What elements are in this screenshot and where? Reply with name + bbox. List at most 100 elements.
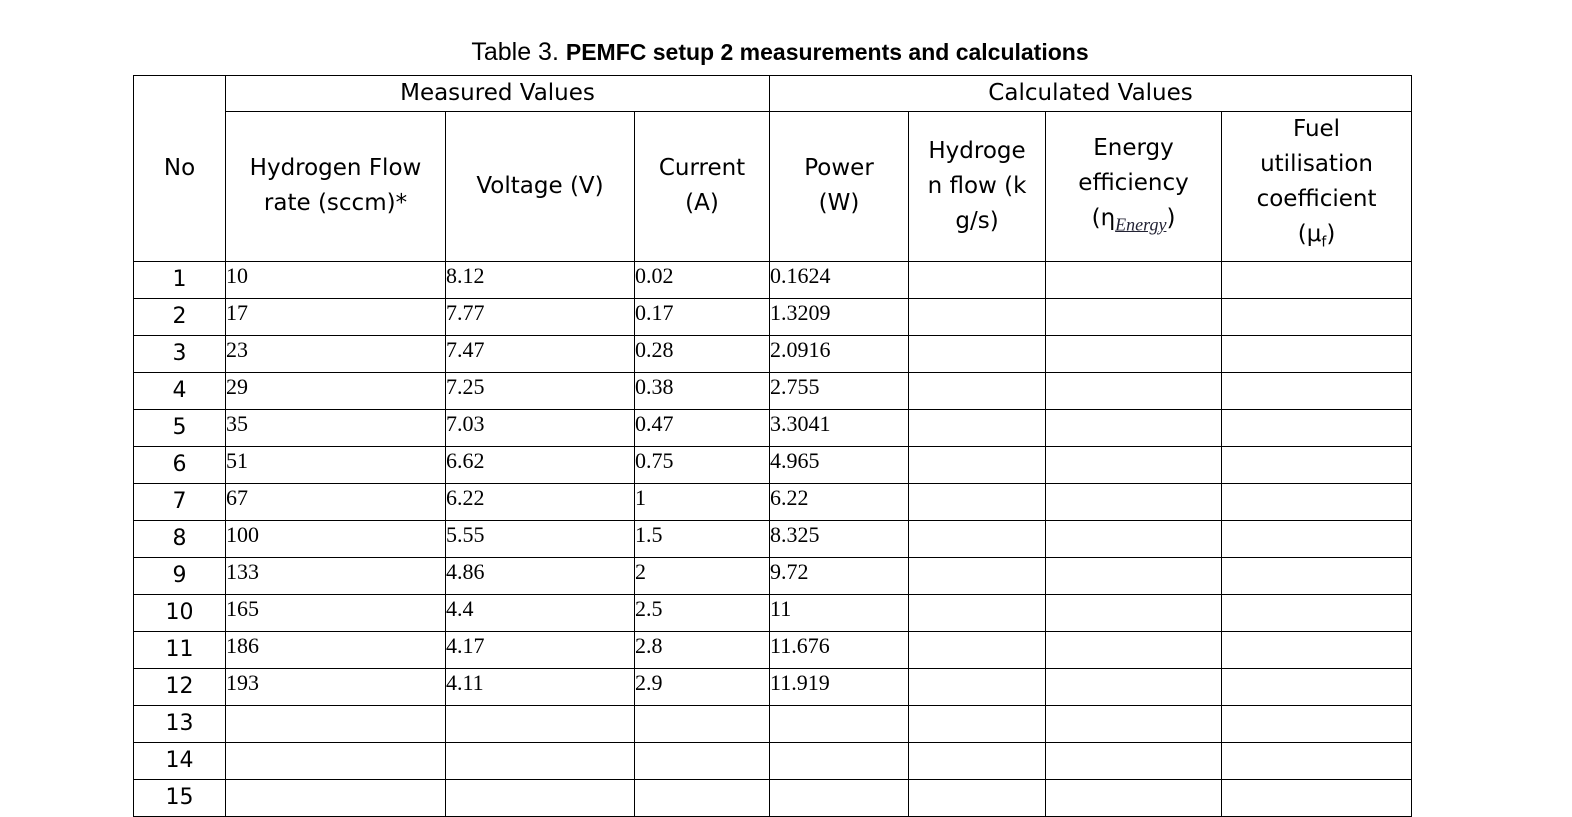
table-cell: 0.17 (633, 297, 771, 336)
table-row: 10 165 4.4 2.5 11 (133, 593, 1413, 632)
data-table: No Measured Values Calculated Values Hyd… (133, 75, 1413, 817)
table-cell: 133 (225, 556, 446, 595)
table-cell: 165 (225, 593, 446, 632)
table-cell (908, 297, 1047, 336)
table-cell (1045, 519, 1223, 558)
table-row: 3 23 7.47 0.28 2.0916 (133, 334, 1413, 373)
table-cell: 11 (769, 593, 910, 632)
column-header-row: Hydrogen Flow rate (sccm)* Voltage (V) C… (134, 111, 1413, 262)
table-cell: 51 (225, 445, 446, 484)
table-cell (908, 667, 1047, 706)
table-cell (769, 741, 910, 780)
row-number: 9 (133, 556, 226, 595)
row-number: 10 (133, 593, 226, 632)
row-number: 2 (133, 297, 226, 336)
header-symbol: η (1100, 204, 1116, 231)
table-cell (633, 778, 771, 817)
table-cell (1221, 334, 1413, 373)
table-cell (1221, 630, 1413, 669)
table-cell: 0.38 (633, 371, 771, 410)
table-row: 15 (133, 778, 1413, 817)
table-cell (225, 741, 446, 780)
table-cell (1221, 482, 1413, 521)
table-cell (1221, 556, 1413, 595)
row-number: 15 (133, 778, 226, 817)
table-cell (908, 408, 1047, 447)
table-cell (1221, 260, 1413, 299)
table-row: 8 100 5.55 1.5 8.325 (133, 519, 1413, 558)
table-cell (1045, 556, 1223, 595)
table-cell (908, 371, 1047, 410)
table-cell (1045, 630, 1223, 669)
table-cell: 2 (633, 556, 771, 595)
table-cell (908, 704, 1047, 743)
row-number: 4 (133, 371, 226, 410)
table-cell (769, 778, 910, 817)
column-header: Voltage (V) (445, 111, 635, 262)
title-text: PEMFC setup 2 measurements and calculati… (565, 39, 1089, 65)
table-cell: 2.5 (633, 593, 771, 632)
row-number: 5 (133, 408, 226, 447)
table-cell: 4.4 (445, 593, 635, 632)
header-text: ) (1326, 221, 1336, 247)
table-cell (445, 704, 635, 743)
column-header: Hydrogen flow (kg/s) (908, 111, 1047, 262)
table-row: 13 (133, 704, 1413, 743)
table-cell (1221, 704, 1413, 743)
table-cell: 11.919 (769, 667, 910, 706)
table-cell (1045, 260, 1223, 299)
table-cell (1221, 445, 1413, 484)
table-cell: 100 (225, 519, 446, 558)
table-cell (1045, 482, 1223, 521)
table-cell: 0.47 (633, 408, 771, 447)
table-cell: 67 (225, 482, 446, 521)
table-cell: 7.77 (445, 297, 635, 336)
table-cell (908, 482, 1047, 521)
table-cell (1221, 667, 1413, 706)
table-cell: 0.02 (633, 260, 771, 299)
row-number: 6 (133, 445, 226, 484)
table-cell: 1 (633, 482, 771, 521)
table-cell: 8.12 (445, 260, 635, 299)
table-cell (1221, 593, 1413, 632)
table-row: 1 10 8.12 0.02 0.1624 (133, 260, 1413, 299)
table-cell (1045, 297, 1223, 336)
table-row: 9 133 4.86 2 9.72 (133, 556, 1413, 595)
group-header: Calculated Values (769, 75, 1413, 112)
table-cell (1045, 704, 1223, 743)
table-cell (1221, 519, 1413, 558)
table-cell (1045, 445, 1223, 484)
row-number: 8 (133, 519, 226, 558)
table-cell: 1.5 (633, 519, 771, 558)
table-body: 1 10 8.12 0.02 0.1624 2 17 7.77 0.17 1.3209 3 23 7.4… (133, 260, 1413, 817)
row-number: 3 (133, 334, 226, 373)
table-cell (908, 519, 1047, 558)
table-cell (1221, 741, 1413, 780)
table-row: 6 51 6.62 0.75 4.965 (133, 445, 1413, 484)
table-row: 5 35 7.03 0.47 3.3041 (133, 408, 1413, 447)
column-header: Current (A) (633, 111, 771, 262)
header-subscript: Energy (1115, 214, 1167, 235)
table-cell (1045, 778, 1223, 817)
table-cell: 2.8 (633, 630, 771, 669)
table-row: 4 29 7.25 0.38 2.755 (133, 371, 1413, 410)
header-text: Energy efficiency ( (1078, 134, 1189, 231)
table-cell: 9.72 (769, 556, 910, 595)
table-cell (1221, 297, 1413, 336)
table-cell: 1.3209 (769, 297, 910, 336)
table-cell: 3.3041 (769, 408, 910, 447)
table-cell: 5.55 (445, 519, 635, 558)
table-cell: 7.25 (445, 371, 635, 410)
column-header: Energy efficiency (ηEnergy) (1045, 111, 1223, 262)
title-label: Table 3. (471, 38, 559, 66)
table-cell (908, 593, 1047, 632)
table-cell: 186 (225, 630, 446, 669)
table-cell (1045, 334, 1223, 373)
table-cell: 23 (225, 334, 446, 373)
table-row: 2 17 7.77 0.17 1.3209 (133, 297, 1413, 336)
table-row: 12 193 4.11 2.9 11.919 (133, 667, 1413, 706)
table-cell (908, 445, 1047, 484)
page: Table 3. PEMFC setup 2 measurements and … (133, 38, 1413, 817)
table-cell: 8.325 (769, 519, 910, 558)
table-cell (633, 704, 771, 743)
